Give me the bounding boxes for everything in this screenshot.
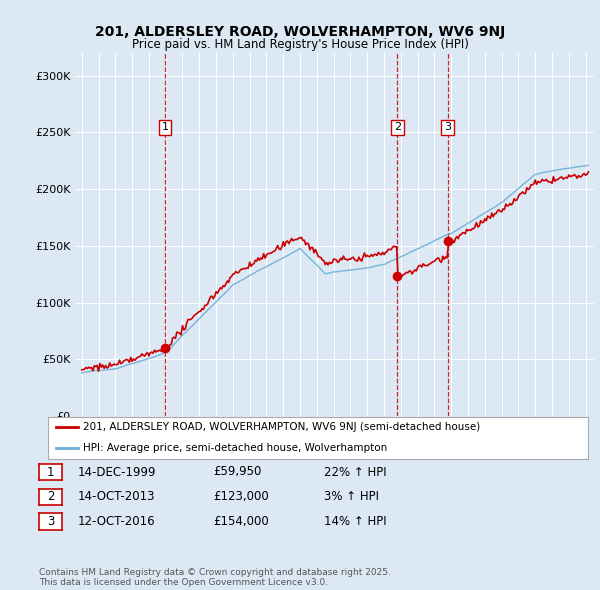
- Text: 12-OCT-2016: 12-OCT-2016: [78, 515, 155, 528]
- Text: 201, ALDERSLEY ROAD, WOLVERHAMPTON, WV6 9NJ: 201, ALDERSLEY ROAD, WOLVERHAMPTON, WV6 …: [95, 25, 505, 40]
- Text: £59,950: £59,950: [213, 466, 262, 478]
- Text: 201, ALDERSLEY ROAD, WOLVERHAMPTON, WV6 9NJ (semi-detached house): 201, ALDERSLEY ROAD, WOLVERHAMPTON, WV6 …: [83, 422, 481, 432]
- Text: 2: 2: [47, 490, 54, 503]
- Text: 14-DEC-1999: 14-DEC-1999: [78, 466, 157, 478]
- Text: £123,000: £123,000: [213, 490, 269, 503]
- Text: £154,000: £154,000: [213, 515, 269, 528]
- Text: 3: 3: [444, 123, 451, 133]
- Text: 3: 3: [47, 515, 54, 528]
- Text: 2: 2: [394, 123, 401, 133]
- Text: Contains HM Land Registry data © Crown copyright and database right 2025.
This d: Contains HM Land Registry data © Crown c…: [39, 568, 391, 587]
- Text: HPI: Average price, semi-detached house, Wolverhampton: HPI: Average price, semi-detached house,…: [83, 444, 388, 453]
- Text: 1: 1: [47, 466, 54, 478]
- Text: 22% ↑ HPI: 22% ↑ HPI: [324, 466, 386, 478]
- Text: 3% ↑ HPI: 3% ↑ HPI: [324, 490, 379, 503]
- Text: Price paid vs. HM Land Registry's House Price Index (HPI): Price paid vs. HM Land Registry's House …: [131, 38, 469, 51]
- Text: 1: 1: [161, 123, 169, 133]
- Text: 14% ↑ HPI: 14% ↑ HPI: [324, 515, 386, 528]
- Text: 14-OCT-2013: 14-OCT-2013: [78, 490, 155, 503]
